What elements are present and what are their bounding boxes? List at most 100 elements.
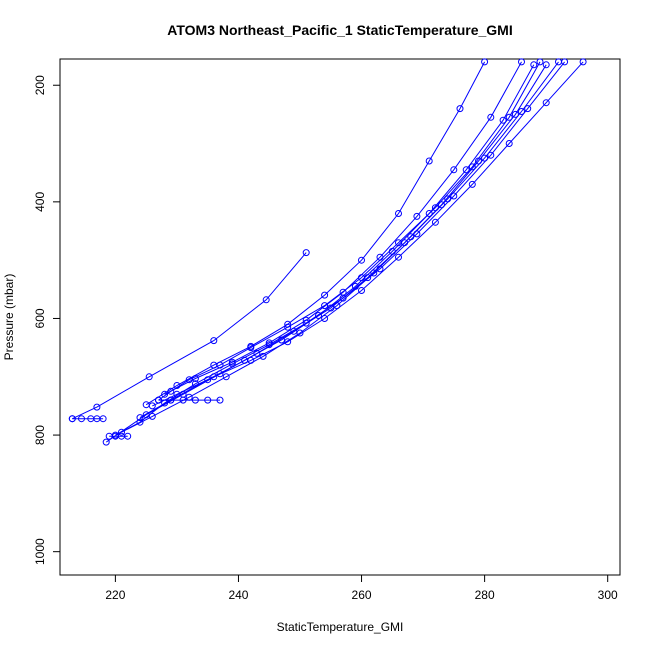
y-tick-label: 600	[33, 308, 47, 328]
x-tick-label: 260	[352, 588, 372, 602]
data-point	[450, 166, 458, 174]
x-axis-label: StaticTemperature_GMI	[277, 620, 404, 634]
data-point	[102, 438, 110, 446]
data-point	[407, 233, 415, 241]
data-point	[425, 210, 433, 217]
data-point	[204, 376, 212, 384]
data-point	[499, 116, 507, 124]
data-point	[216, 370, 224, 378]
series-line	[115, 61, 565, 436]
data-series	[68, 58, 587, 446]
series-6	[105, 432, 132, 440]
series-line	[164, 61, 522, 395]
data-point	[185, 393, 193, 401]
series-line	[139, 64, 535, 419]
data-point	[530, 61, 538, 69]
data-point	[93, 403, 101, 411]
data-point	[444, 195, 452, 203]
data-point	[142, 411, 150, 419]
data-point	[204, 396, 212, 404]
data-point	[78, 415, 85, 423]
series-9	[136, 61, 538, 422]
data-point	[438, 201, 445, 209]
data-point	[481, 154, 489, 162]
data-point	[259, 352, 267, 360]
x-tick-label: 220	[105, 588, 125, 602]
data-point	[161, 390, 169, 398]
data-point	[505, 140, 513, 147]
y-tick-label: 400	[33, 192, 47, 212]
data-point	[358, 256, 365, 264]
data-point	[413, 212, 421, 220]
data-point	[505, 113, 513, 121]
series-7	[102, 61, 550, 446]
x-tick-label: 240	[228, 588, 248, 602]
data-point	[321, 315, 329, 322]
data-point	[124, 432, 132, 440]
data-point	[296, 329, 304, 337]
data-point	[68, 415, 76, 423]
series-12	[118, 58, 562, 436]
x-tick-label: 280	[475, 588, 495, 602]
data-point	[431, 218, 439, 226]
data-point	[284, 320, 292, 328]
series-line	[158, 61, 541, 401]
data-point	[253, 349, 261, 357]
data-point	[173, 390, 181, 398]
series-10	[148, 58, 587, 410]
data-point	[456, 105, 464, 113]
series-2	[68, 415, 107, 423]
data-point	[216, 396, 224, 404]
data-point	[395, 210, 402, 217]
data-point	[511, 110, 519, 118]
series-line	[152, 61, 584, 407]
x-tick-label: 300	[598, 588, 618, 602]
data-point	[315, 312, 322, 319]
data-point	[136, 414, 144, 422]
series-line	[72, 252, 307, 420]
data-point	[518, 58, 525, 66]
data-point	[370, 269, 378, 277]
data-point	[518, 108, 525, 115]
data-point	[395, 253, 402, 261]
x-axis: 220 240 260 280 300	[105, 575, 618, 602]
data-point	[481, 58, 489, 66]
data-point	[579, 58, 587, 66]
series-line	[105, 64, 547, 443]
series-3	[155, 58, 544, 404]
data-point	[210, 373, 218, 381]
data-point	[321, 291, 329, 299]
data-point	[401, 239, 409, 247]
data-point	[284, 338, 292, 346]
plot-frame	[59, 58, 621, 576]
data-point	[462, 166, 470, 174]
chart-title: ATOM3 Northeast_Pacific_1 StaticTemperat…	[167, 22, 512, 38]
data-point	[339, 288, 347, 296]
data-point	[145, 373, 153, 381]
series-11	[161, 58, 525, 398]
data-point	[99, 415, 107, 423]
data-point	[210, 337, 218, 345]
data-point	[247, 342, 255, 350]
data-point	[468, 163, 476, 171]
series-line	[145, 61, 486, 406]
data-point	[468, 180, 476, 188]
data-point	[542, 61, 550, 69]
data-point	[262, 296, 270, 304]
data-point	[148, 402, 156, 410]
data-point	[265, 339, 273, 347]
y-tick-label: 200	[33, 75, 47, 95]
data-point	[487, 113, 495, 121]
data-point	[376, 253, 384, 261]
data-point	[191, 375, 199, 382]
data-point	[228, 358, 236, 366]
data-point	[358, 287, 365, 294]
data-point	[210, 361, 218, 369]
data-point	[118, 428, 125, 436]
y-tick-label: 1000	[33, 538, 47, 565]
y-axis: 200 400 600 800 1000	[33, 75, 60, 565]
data-point	[302, 249, 310, 257]
series-5	[111, 58, 569, 439]
data-point	[321, 302, 329, 310]
